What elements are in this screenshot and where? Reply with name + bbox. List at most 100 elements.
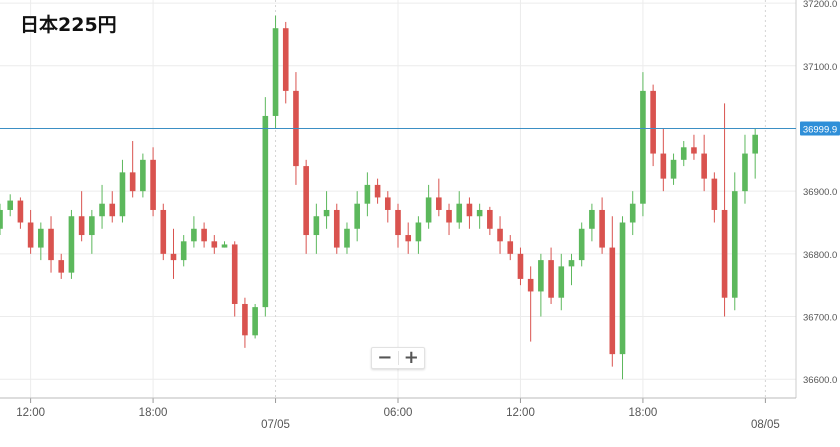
candle-body xyxy=(109,203,116,217)
candle xyxy=(150,147,156,217)
candle-body xyxy=(78,216,85,236)
candle-body xyxy=(405,235,412,242)
candle-body xyxy=(323,209,330,217)
x-tick-label: 06:00 xyxy=(384,407,413,419)
candle xyxy=(405,222,412,254)
candle-body xyxy=(629,203,636,223)
candle-body xyxy=(68,216,75,273)
candle xyxy=(374,178,381,204)
overlay-layer: 36999.9 xyxy=(0,121,840,136)
zoom-divider xyxy=(397,351,399,365)
candle xyxy=(680,141,687,167)
candle-body xyxy=(721,209,728,298)
candle-body xyxy=(17,200,24,223)
candle xyxy=(160,203,167,261)
candle-body xyxy=(599,209,605,248)
candle xyxy=(221,241,228,248)
candle xyxy=(252,303,258,339)
candle xyxy=(48,216,54,273)
candle xyxy=(109,191,116,223)
y-tick-label: 37100.0 xyxy=(803,62,837,73)
candle-body xyxy=(507,241,514,254)
candle xyxy=(282,21,289,104)
candle xyxy=(456,191,463,229)
chart-title: 日本225円 xyxy=(20,14,117,36)
candle xyxy=(640,72,646,217)
candle-body xyxy=(354,203,360,229)
candle xyxy=(211,235,218,254)
candle xyxy=(119,159,126,223)
candle-body xyxy=(568,260,575,267)
candle-body xyxy=(425,197,432,223)
current-price-tag xyxy=(800,121,840,136)
candle-body xyxy=(395,209,401,236)
candle-body xyxy=(578,228,585,261)
candle-body xyxy=(374,184,381,198)
x-tick-label: 07/05 xyxy=(261,419,290,431)
candle xyxy=(558,253,565,311)
candle-body xyxy=(476,209,483,217)
candle xyxy=(38,222,44,261)
candle-body xyxy=(58,260,65,273)
candle xyxy=(262,97,269,317)
candle xyxy=(721,103,728,317)
candle-body xyxy=(640,90,646,204)
candle-body xyxy=(527,278,534,292)
candle xyxy=(7,194,14,217)
candle xyxy=(303,159,309,254)
candle xyxy=(323,191,330,229)
candle-body xyxy=(99,203,105,217)
candle-body xyxy=(38,228,44,248)
candle-body xyxy=(129,172,136,192)
candle xyxy=(629,191,636,236)
candle xyxy=(129,141,136,198)
candle xyxy=(497,216,503,254)
candle-body xyxy=(333,209,340,248)
candle-body xyxy=(548,260,554,298)
candle xyxy=(191,216,197,248)
candle-body xyxy=(650,90,656,154)
candle-body xyxy=(7,200,14,210)
zoom-out-button[interactable]: − xyxy=(377,347,393,368)
zoom-in-button[interactable]: + xyxy=(403,347,419,368)
candle-body xyxy=(691,147,697,154)
candle-body xyxy=(436,197,442,210)
candle-body xyxy=(456,203,463,223)
candle xyxy=(578,222,585,267)
candle-body xyxy=(27,222,34,248)
y-tick-label: 36800.0 xyxy=(803,250,837,261)
candle-body xyxy=(180,241,187,261)
candle xyxy=(619,216,626,380)
candle-body xyxy=(242,303,248,336)
candle xyxy=(425,184,432,229)
candle-body xyxy=(517,253,524,279)
candle-body xyxy=(589,209,595,229)
candle-body xyxy=(282,28,289,91)
candle xyxy=(487,206,493,236)
candle-body xyxy=(252,307,258,336)
candle xyxy=(170,228,177,279)
candle-body xyxy=(140,159,146,192)
candle xyxy=(384,191,391,223)
candle xyxy=(599,197,605,254)
x-tick-label: 08/05 xyxy=(751,419,780,431)
candle-body xyxy=(711,178,718,210)
candle-body xyxy=(48,228,54,261)
candle xyxy=(231,241,238,317)
candle-body xyxy=(0,209,3,229)
candle-body xyxy=(170,253,177,261)
candle-body xyxy=(619,222,626,355)
candle xyxy=(27,209,34,254)
candle xyxy=(538,253,544,317)
candle-body xyxy=(731,191,738,298)
zoom-controls: − + xyxy=(371,347,425,369)
candle xyxy=(180,235,187,267)
candle-body xyxy=(446,209,452,223)
candle xyxy=(364,172,371,217)
candle xyxy=(17,197,24,229)
y-tick-label: 36600.0 xyxy=(803,375,837,386)
candle xyxy=(58,253,65,279)
candle xyxy=(752,128,758,179)
